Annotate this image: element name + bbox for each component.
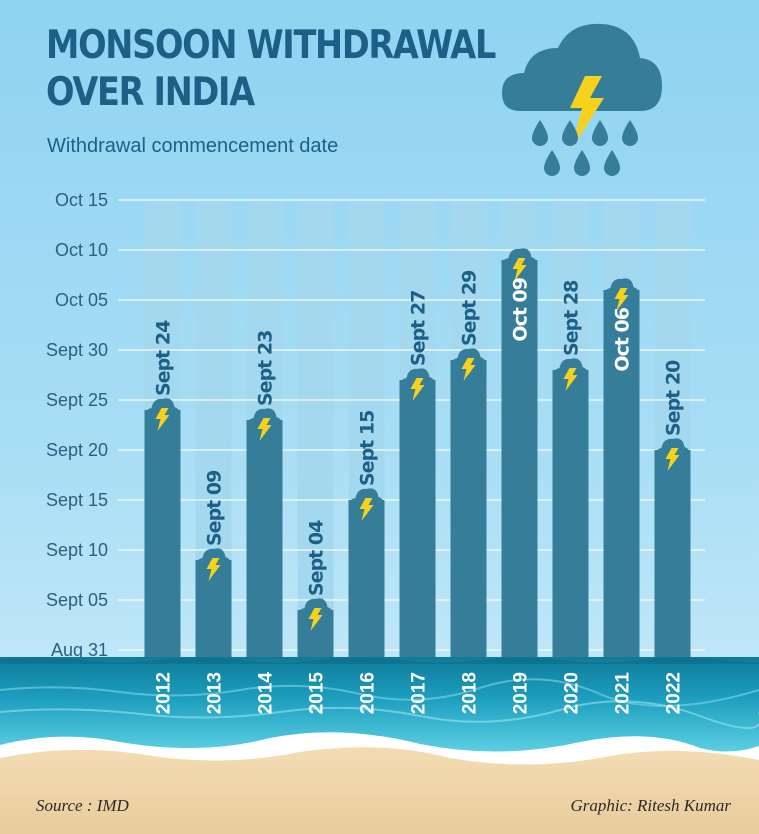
- bar-value-label: Sept 09: [204, 471, 226, 546]
- bar-value-label: Sept 04: [306, 520, 328, 596]
- y-tick-label: Oct 10: [55, 240, 108, 260]
- bar-value-label: Sept 27: [408, 291, 430, 366]
- y-tick-label: Aug 31: [51, 640, 108, 660]
- y-tick-label: Sept 15: [46, 490, 108, 510]
- bar: [552, 370, 589, 660]
- bar-value-label: Sept 24: [153, 320, 175, 396]
- bar-value-label: Oct 09: [510, 278, 532, 342]
- bar-value-label: Sept 15: [357, 411, 379, 486]
- lightning-icon: [512, 258, 527, 281]
- x-tick-label: 2017: [409, 672, 430, 714]
- bar: [195, 560, 232, 660]
- bar-value-label: Sept 20: [663, 360, 685, 436]
- bar-group: Sept 23: [246, 331, 283, 660]
- x-tick-label: 2022: [664, 672, 685, 714]
- bar-group: Sept 09: [195, 471, 232, 660]
- bar-track: [297, 200, 334, 660]
- lightning-icon: [665, 448, 680, 471]
- bar-group: Sept 29: [450, 271, 487, 660]
- bar: [399, 380, 436, 660]
- lightning-icon: [410, 378, 425, 401]
- bar-group: Sept 28: [552, 280, 589, 660]
- bar-group: Sept 04: [297, 520, 334, 660]
- rain-cloud-lightning-icon: [502, 23, 662, 176]
- bar-value-label: Oct 06: [612, 307, 634, 371]
- bar: [348, 500, 385, 660]
- bar: [654, 450, 691, 660]
- bar-value-label: Sept 28: [561, 280, 583, 356]
- source-note: Source : IMD: [36, 796, 129, 815]
- x-tick-label: 2018: [460, 672, 481, 714]
- lightning-icon: [257, 418, 272, 441]
- lightning-icon: [359, 498, 374, 521]
- y-tick-label: Sept 30: [46, 340, 108, 360]
- x-tick-label: 2015: [307, 672, 328, 715]
- lightning-icon: [308, 608, 323, 631]
- bar-group: Oct 06: [603, 278, 640, 660]
- y-tick-label: Sept 05: [46, 590, 108, 610]
- y-tick-label: Sept 10: [46, 540, 108, 560]
- lightning-icon: [461, 358, 476, 381]
- bar: [603, 290, 640, 660]
- lightning-icon: [614, 288, 629, 311]
- x-tick-label: 2013: [205, 672, 226, 714]
- bar: [501, 260, 538, 660]
- page-title: MONSOON WITHDRAWAL OVER INDIA: [46, 23, 496, 115]
- lightning-icon: [563, 368, 578, 391]
- sand-beach-icon: [0, 732, 759, 834]
- y-tick-label: Sept 25: [46, 390, 108, 410]
- x-tick-label: 2019: [511, 672, 532, 714]
- bar: [450, 360, 487, 660]
- x-tick-label: 2021: [613, 672, 634, 715]
- x-tick-label: 2012: [154, 672, 175, 714]
- bar-group: Sept 24: [144, 320, 181, 660]
- bar-value-label: Sept 23: [255, 331, 277, 406]
- bar: [246, 420, 283, 660]
- bar-group: Sept 15: [348, 411, 385, 660]
- x-tick-label: 2014: [256, 672, 277, 715]
- graphic-credit: Graphic: Ritesh Kumar: [570, 796, 731, 815]
- y-tick-label: Oct 05: [55, 290, 108, 310]
- y-tick-label: Oct 15: [55, 190, 108, 210]
- y-tick-label: Sept 20: [46, 440, 108, 460]
- x-tick-label: 2016: [358, 672, 379, 714]
- bar-group: Sept 20: [654, 360, 691, 660]
- bar: [144, 410, 181, 660]
- bar-group: Oct 09: [501, 248, 538, 660]
- lightning-icon: [206, 558, 221, 581]
- x-tick-label: 2020: [562, 672, 583, 714]
- bar-group: Sept 27: [399, 291, 436, 660]
- subtitle: Withdrawal commencement date: [47, 135, 339, 157]
- lightning-icon: [155, 408, 170, 431]
- bar-value-label: Sept 29: [459, 271, 481, 346]
